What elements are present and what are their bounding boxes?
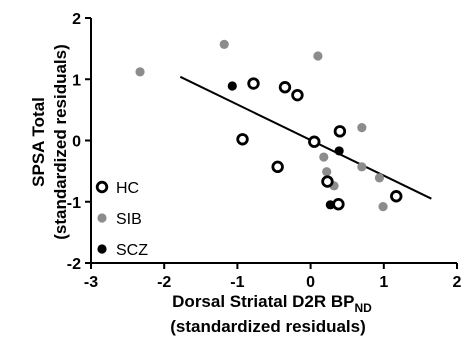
- point-scz: [334, 146, 344, 156]
- point-hc: [247, 77, 260, 90]
- x-tick-label: -2: [157, 274, 171, 291]
- point-scz: [227, 81, 237, 91]
- point-sib: [357, 162, 367, 172]
- y-tick-label: 1: [72, 72, 81, 89]
- point-hc: [332, 197, 345, 211]
- legend-label-sib: SIB: [116, 211, 142, 228]
- legend-label-hc: HC: [116, 180, 139, 197]
- y-tick-label: 2: [72, 11, 81, 28]
- point-sib: [313, 51, 323, 61]
- legend-label-scz: SCZ: [116, 242, 148, 259]
- y-tick-label: -2: [67, 256, 81, 273]
- x-axis-title-line2: (standardized residuals): [170, 317, 366, 336]
- y-axis-title-line2: (standardized residuals): [51, 44, 70, 240]
- legend-marker-sib: [97, 213, 107, 223]
- y-tick-label: -1: [67, 195, 81, 212]
- plot-area: [135, 39, 432, 212]
- point-sib: [378, 202, 388, 212]
- x-axis-title: Dorsal Striatal D2R BPND: [172, 292, 372, 315]
- regression-line: [179, 75, 432, 200]
- point-hc: [390, 190, 403, 203]
- point-hc: [271, 160, 284, 174]
- point-hc: [308, 135, 321, 148]
- x-tick-label: 2: [453, 274, 462, 291]
- x-tick-label: -1: [230, 274, 244, 291]
- legend-marker-hc: [95, 180, 109, 194]
- point-sib: [319, 152, 329, 162]
- point-sib: [135, 67, 145, 77]
- point-hc: [236, 133, 249, 146]
- point-sib: [357, 123, 367, 133]
- y-axis-title: SPSA Total: [29, 97, 48, 187]
- point-hc: [291, 88, 304, 102]
- point-hc: [333, 125, 347, 138]
- x-axis-title-subscript: ND: [355, 301, 373, 315]
- point-hc: [321, 175, 334, 188]
- point-sib: [322, 167, 332, 177]
- point-sib: [219, 39, 229, 49]
- point-hc: [278, 81, 292, 94]
- legend-marker-scz: [97, 244, 107, 254]
- x-tick-label: 1: [379, 274, 388, 291]
- y-tick-label: 0: [72, 134, 81, 151]
- x-tick-label: -3: [84, 274, 98, 291]
- x-tick-label: 0: [306, 274, 315, 291]
- point-sib: [374, 173, 385, 183]
- legend: HC SIB SCZ: [95, 180, 148, 259]
- point-scz: [325, 200, 335, 210]
